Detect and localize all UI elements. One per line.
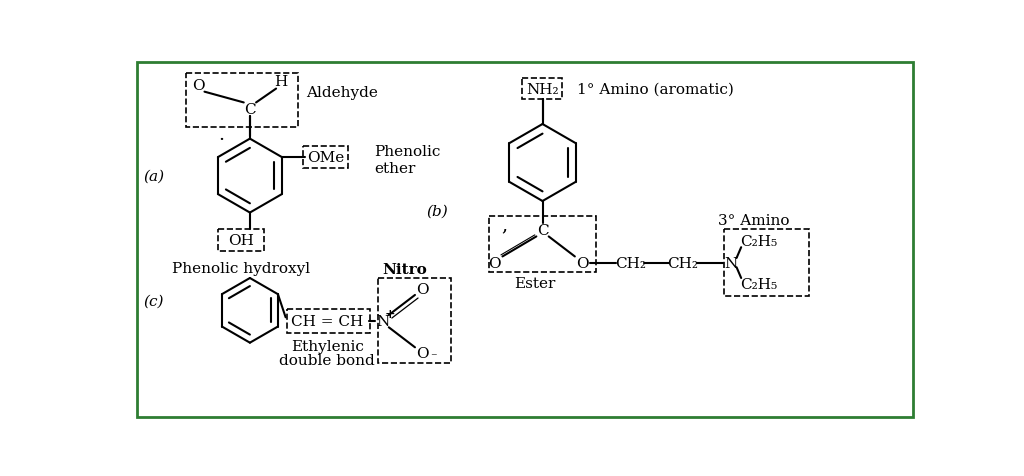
Text: (c): (c) — [143, 295, 164, 308]
Text: O: O — [417, 347, 429, 361]
Text: N: N — [724, 256, 737, 270]
Text: C₂H₅: C₂H₅ — [739, 278, 777, 291]
Text: H: H — [274, 75, 288, 89]
Text: O: O — [577, 256, 589, 270]
Bar — [378, 278, 452, 363]
Text: C₂H₅: C₂H₅ — [739, 235, 777, 248]
Text: ,: , — [501, 216, 507, 234]
Text: ether: ether — [375, 161, 416, 176]
Text: 3° Amino: 3° Amino — [718, 214, 790, 228]
Text: CH₂: CH₂ — [668, 256, 698, 270]
Text: NH₂: NH₂ — [526, 82, 559, 96]
Text: O: O — [488, 256, 501, 270]
Text: 1° Amino (aromatic): 1° Amino (aromatic) — [578, 82, 734, 96]
Bar — [186, 74, 298, 128]
Text: ·: · — [218, 131, 224, 149]
Text: N: N — [376, 315, 389, 328]
Text: (b): (b) — [426, 204, 447, 218]
Text: (a): (a) — [143, 169, 164, 183]
Text: O: O — [193, 79, 205, 93]
Bar — [724, 229, 809, 297]
Text: Phenolic: Phenolic — [375, 145, 440, 159]
Bar — [287, 309, 371, 334]
Text: O: O — [417, 282, 429, 296]
Text: Phenolic hydroxyl: Phenolic hydroxyl — [172, 261, 309, 276]
Text: Ester: Ester — [514, 276, 555, 290]
Bar — [303, 147, 348, 169]
Text: C: C — [537, 224, 548, 238]
Text: ⁻: ⁻ — [430, 350, 437, 363]
Text: CH = CH: CH = CH — [291, 315, 364, 328]
Text: Ethylenic: Ethylenic — [291, 339, 364, 353]
Bar — [488, 217, 596, 272]
Text: Nitro: Nitro — [382, 262, 427, 276]
Text: OH: OH — [227, 234, 254, 248]
Text: Aldehyde: Aldehyde — [306, 86, 378, 99]
Text: OMe: OMe — [307, 151, 344, 165]
Text: double bond: double bond — [280, 353, 375, 367]
Bar — [217, 230, 264, 251]
Text: CH₂: CH₂ — [614, 256, 646, 270]
Bar — [521, 79, 562, 100]
Text: C: C — [244, 102, 256, 116]
Text: +: + — [385, 307, 395, 320]
